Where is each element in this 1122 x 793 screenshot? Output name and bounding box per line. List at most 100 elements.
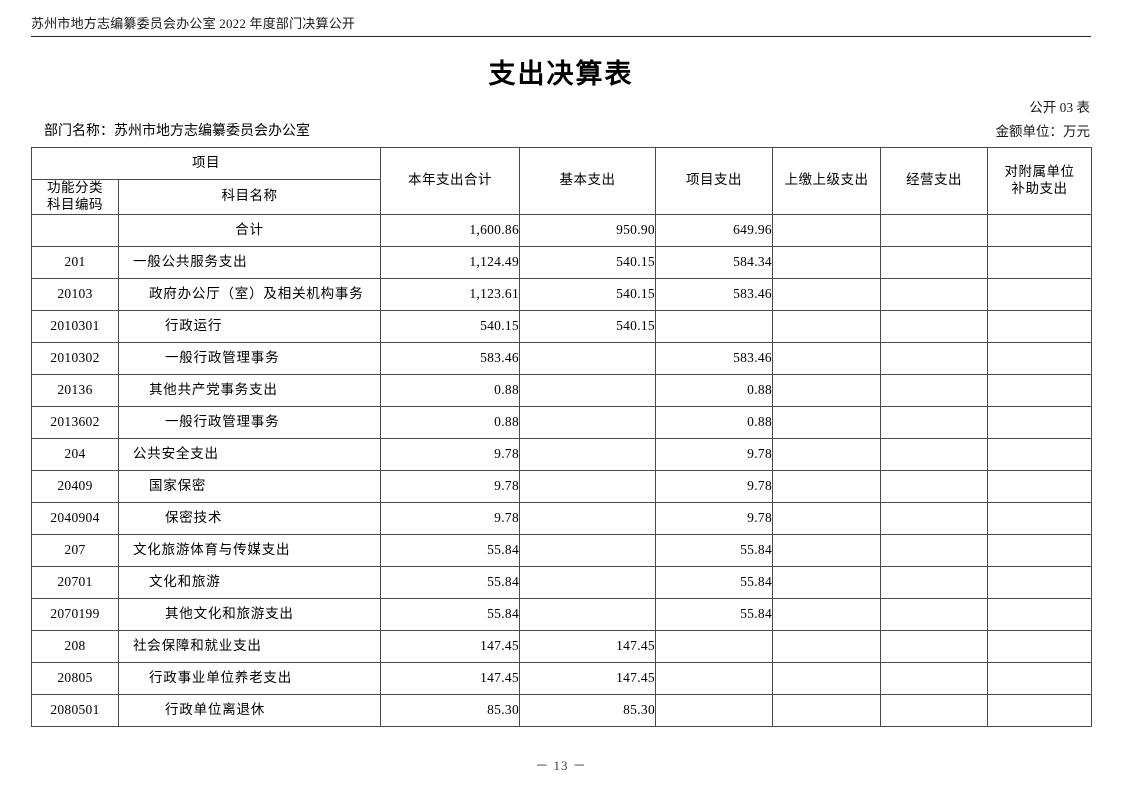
cell-affiliated-unit-subsidy — [987, 565, 1092, 599]
table-row: 20805 行政事业单位养老支出 147.45 147.45 — [31, 661, 1092, 695]
column-group-header-item: 项目 — [31, 147, 381, 180]
cell-total-expenditure: 55.84 — [380, 597, 520, 631]
table-row: 204 公共安全支出 9.78 9.78 — [31, 437, 1092, 471]
cell-basic-expenditure: 540.15 — [519, 309, 656, 343]
cell-project-expenditure — [655, 693, 773, 727]
expenditure-table-container: 项目 本年支出合计 基本支出 项目支出 上缴上级支出 经营支出 对附属单位 补助… — [31, 147, 1092, 727]
table-row: 201 一般公共服务支出 1,124.49 540.15 584.34 — [31, 245, 1092, 279]
cell-upper-level-expenditure — [772, 245, 881, 279]
cell-total-expenditure: 55.84 — [380, 565, 520, 599]
cell-function-code: 2080501 — [31, 693, 119, 727]
cell-total-expenditure: 1,123.61 — [380, 277, 520, 311]
column-header-function-code-line1: 功能分类 — [47, 180, 103, 195]
cell-subject-name: 行政事业单位养老支出 — [118, 661, 381, 695]
cell-function-code: 2010302 — [31, 341, 119, 375]
cell-function-code: 20409 — [31, 469, 119, 503]
cell-upper-level-expenditure — [772, 341, 881, 375]
table-row: 2013602 一般行政管理事务 0.88 0.88 — [31, 405, 1092, 439]
cell-upper-level-expenditure — [772, 405, 881, 439]
cell-basic-expenditure: 147.45 — [519, 629, 656, 663]
cell-function-code: 204 — [31, 437, 119, 471]
table-row: 2010302 一般行政管理事务 583.46 583.46 — [31, 341, 1092, 375]
cell-basic-expenditure — [519, 437, 656, 471]
cell-upper-level-expenditure — [772, 533, 881, 567]
cell-project-expenditure — [655, 629, 773, 663]
cell-subject-name: 文化旅游体育与传媒支出 — [118, 533, 381, 567]
cell-project-expenditure: 584.34 — [655, 245, 773, 279]
cell-affiliated-unit-subsidy — [987, 533, 1092, 567]
cell-subject-name: 社会保障和就业支出 — [118, 629, 381, 663]
cell-affiliated-unit-subsidy — [987, 341, 1092, 375]
cell-basic-expenditure — [519, 565, 656, 599]
cell-operating-expenditure — [880, 373, 988, 407]
cell-operating-expenditure — [880, 597, 988, 631]
cell-project-expenditure — [655, 309, 773, 343]
cell-total-expenditure: 147.45 — [380, 629, 520, 663]
cell-subject-name: 文化和旅游 — [118, 565, 381, 599]
cell-function-code — [31, 213, 119, 247]
table-row: 2010301 行政运行 540.15 540.15 — [31, 309, 1092, 343]
cell-subject-name: 国家保密 — [118, 469, 381, 503]
cell-upper-level-expenditure — [772, 661, 881, 695]
cell-total-expenditure: 147.45 — [380, 661, 520, 695]
column-header-affiliated-unit-subsidy: 对附属单位 补助支出 — [987, 147, 1092, 215]
cell-basic-expenditure — [519, 533, 656, 567]
column-header-affiliated-unit-subsidy-line2: 补助支出 — [1011, 180, 1068, 196]
table-header-row-sub: 功能分类 科目编码 科目名称 — [31, 179, 1092, 215]
cell-function-code: 20701 — [31, 565, 119, 599]
cell-operating-expenditure — [880, 533, 988, 567]
cell-function-code: 2013602 — [31, 405, 119, 439]
cell-operating-expenditure — [880, 693, 988, 727]
cell-operating-expenditure — [880, 405, 988, 439]
column-header-upper-level-expenditure: 上缴上级支出 — [772, 147, 881, 215]
table-body: 合计 1,600.86 950.90 649.96 201 一般公共服务支出 1,124.4… — [31, 213, 1092, 727]
cell-project-expenditure: 0.88 — [655, 405, 773, 439]
cell-operating-expenditure — [880, 565, 988, 599]
cell-subject-name: 行政单位离退休 — [118, 693, 381, 727]
cell-total-expenditure: 583.46 — [380, 341, 520, 375]
cell-basic-expenditure: 540.15 — [519, 277, 656, 311]
cell-total-expenditure: 9.78 — [380, 501, 520, 535]
cell-subject-name: 合计 — [118, 213, 381, 247]
running-head-text: 苏州市地方志编纂委员会办公室 2022 年度部门决算公开 — [31, 16, 356, 31]
column-header-function-code-line2: 科目编码 — [47, 196, 103, 212]
table-row: 20136 其他共产党事务支出 0.88 0.88 — [31, 373, 1092, 407]
cell-basic-expenditure — [519, 597, 656, 631]
table-row: 20103 政府办公厅（室）及相关机构事务 1,123.61 540.15 583.46 — [31, 277, 1092, 311]
cell-function-code: 208 — [31, 629, 119, 663]
cell-upper-level-expenditure — [772, 501, 881, 535]
cell-operating-expenditure — [880, 277, 988, 311]
cell-upper-level-expenditure — [772, 629, 881, 663]
table-row: 2070199 其他文化和旅游支出 55.84 55.84 — [31, 597, 1092, 631]
cell-affiliated-unit-subsidy — [987, 661, 1092, 695]
table-row: 208 社会保障和就业支出 147.45 147.45 — [31, 629, 1092, 663]
cell-basic-expenditure — [519, 341, 656, 375]
cell-subject-name: 公共安全支出 — [118, 437, 381, 471]
cell-upper-level-expenditure — [772, 597, 881, 631]
cell-total-expenditure: 540.15 — [380, 309, 520, 343]
cell-function-code: 207 — [31, 533, 119, 567]
cell-basic-expenditure — [519, 501, 656, 535]
cell-affiliated-unit-subsidy — [987, 277, 1092, 311]
column-header-operating-expenditure: 经营支出 — [880, 147, 988, 215]
cell-upper-level-expenditure — [772, 213, 881, 247]
table-head: 项目 本年支出合计 基本支出 项目支出 上缴上级支出 经营支出 对附属单位 补助… — [31, 147, 1092, 215]
column-header-project-expenditure: 项目支出 — [655, 147, 773, 215]
cell-affiliated-unit-subsidy — [987, 213, 1092, 247]
cell-operating-expenditure — [880, 437, 988, 471]
cell-upper-level-expenditure — [772, 437, 881, 471]
cell-affiliated-unit-subsidy — [987, 629, 1092, 663]
cell-total-expenditure: 1,600.86 — [380, 213, 520, 247]
running-head: 苏州市地方志编纂委员会办公室 2022 年度部门决算公开 — [31, 13, 1091, 37]
cell-subject-name: 一般公共服务支出 — [118, 245, 381, 279]
column-header-function-code: 功能分类 科目编码 — [31, 179, 119, 215]
table-row: 20701 文化和旅游 55.84 55.84 — [31, 565, 1092, 599]
column-header-subject-name: 科目名称 — [118, 179, 381, 215]
table-row: 20409 国家保密 9.78 9.78 — [31, 469, 1092, 503]
cell-basic-expenditure: 85.30 — [519, 693, 656, 727]
cell-subject-name: 政府办公厅（室）及相关机构事务 — [118, 277, 381, 311]
sheet-number-label: 公开 03 表 — [1029, 100, 1090, 115]
cell-subject-name: 一般行政管理事务 — [118, 405, 381, 439]
cell-basic-expenditure: 540.15 — [519, 245, 656, 279]
cell-affiliated-unit-subsidy — [987, 373, 1092, 407]
